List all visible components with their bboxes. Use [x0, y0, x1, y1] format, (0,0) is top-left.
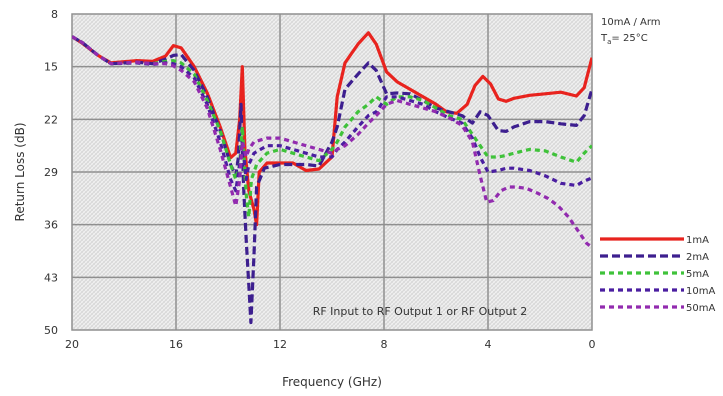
legend-label-5ma: 5mA — [686, 269, 709, 280]
temperature-value: = 25°C — [611, 33, 647, 44]
x-axis-label: Frequency (GHz) — [282, 375, 382, 389]
y-tick-label: 50 — [44, 324, 58, 337]
y-tick-label: 8 — [51, 8, 58, 21]
x-tick-label: 0 — [589, 338, 596, 351]
condition-note-line2: Ta= 25°C — [600, 33, 648, 46]
legend-label-2ma: 2mA — [686, 252, 709, 263]
y-tick-label: 43 — [44, 271, 58, 284]
legend-label-1ma: 1mA — [686, 235, 709, 246]
x-tick-label: 8 — [381, 338, 388, 351]
legend-label-10ma: 10mA — [686, 286, 715, 297]
y-axis-label: Return Loss (dB) — [13, 123, 27, 222]
y-tick-label: 15 — [44, 61, 58, 74]
legend-label-50ma: 50mA — [686, 303, 715, 314]
x-tick-labels: 20 16 12 8 4 0 — [65, 338, 596, 351]
y-tick-label: 22 — [44, 113, 58, 126]
y-tick-label: 29 — [44, 166, 58, 179]
x-tick-label: 16 — [169, 338, 183, 351]
y-tick-labels: 8 15 22 29 36 43 50 — [44, 8, 58, 337]
path-annotation: RF Input to RF Output 1 or RF Output 2 — [313, 305, 528, 318]
x-tick-label: 12 — [273, 338, 287, 351]
x-tick-label: 20 — [65, 338, 79, 351]
y-tick-label: 36 — [44, 219, 58, 232]
legend: 1mA 2mA 5mA 10mA 50mA — [600, 235, 715, 314]
x-tick-label: 4 — [485, 338, 492, 351]
condition-note-line1: 10mA / Arm — [601, 17, 661, 28]
